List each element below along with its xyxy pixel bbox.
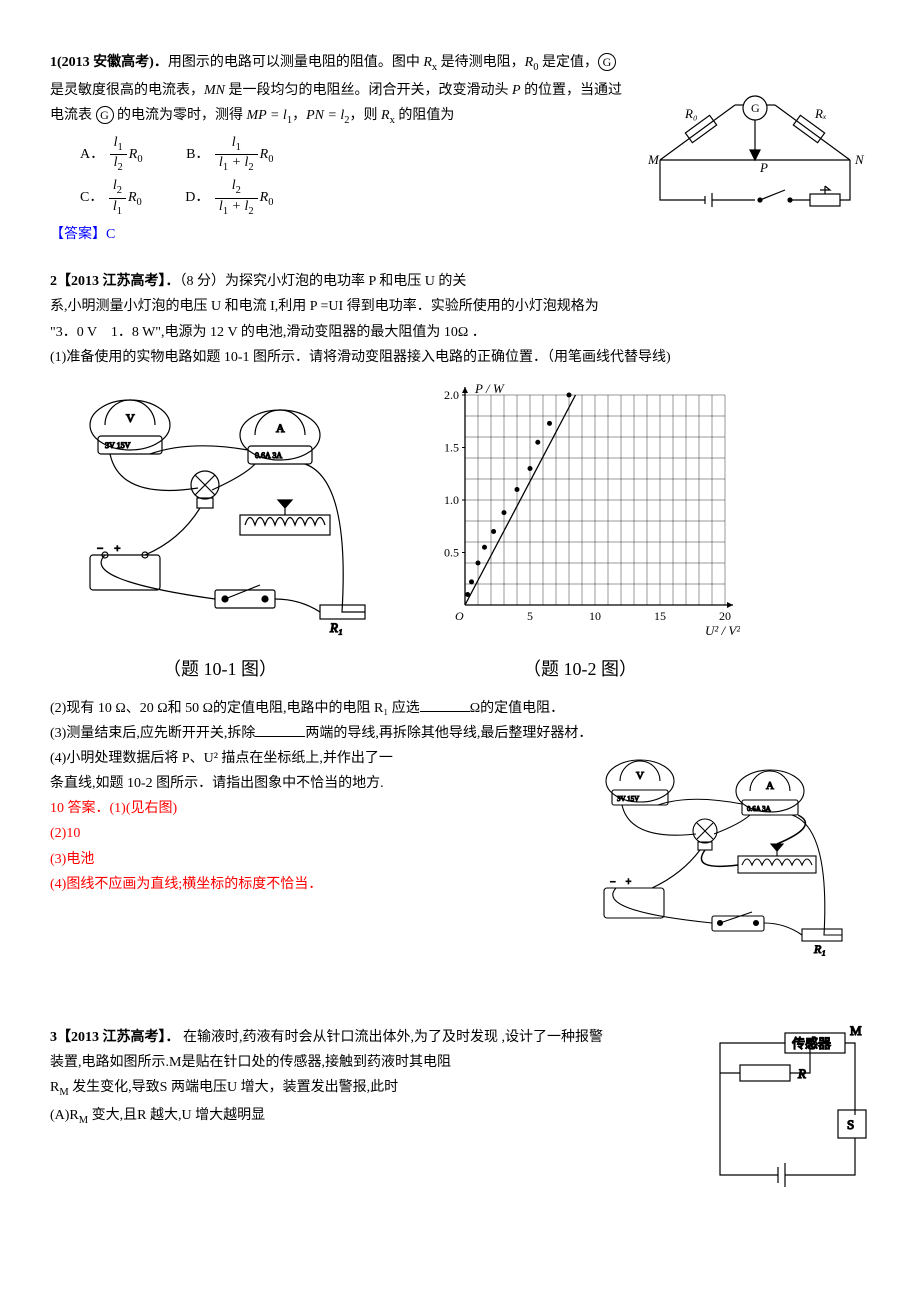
svg-text:1.5: 1.5 [444, 440, 459, 454]
svg-text:传感器: 传感器 [792, 1036, 831, 1051]
svg-text:R₁: R₁ [329, 620, 342, 635]
svg-text:3V 15V: 3V 15V [105, 441, 131, 450]
q1-header: 1(2013 安徽高考)． [50, 55, 168, 70]
q3-header: 3【2013 江苏高考】． [50, 1030, 180, 1045]
label-m: M [647, 152, 660, 167]
q2-chart: O 5 10 15 20 0.5 1.0 1.5 2.0 P / W U² / V² （题 10-2… [420, 380, 740, 686]
option-b: B． l1l1 + l2R0 [186, 135, 273, 175]
label-r0: R₀ [684, 106, 697, 121]
svg-text:1.0: 1.0 [444, 493, 459, 507]
fig1-label: （题 10-1 图） [50, 653, 390, 685]
txt: 用图示的电路可以测量电阻的阻值。图中 [168, 55, 424, 70]
svg-text:0.5: 0.5 [444, 545, 459, 559]
txt: 的阻值为 [395, 108, 455, 123]
txt: ，则 [350, 108, 382, 123]
txt: 是定值， [538, 55, 598, 70]
svg-text:V: V [636, 770, 644, 782]
label-g: G [751, 101, 760, 115]
label-rx: Rₓ [814, 106, 827, 121]
fig2-label: （题 10-2 图） [420, 653, 740, 685]
svg-text:0.6A 3A: 0.6A 3A [255, 451, 282, 460]
label-n: N [854, 152, 865, 167]
svg-text:− +: − + [97, 543, 120, 555]
option-d: D． l2l1 + l2R0 [185, 178, 273, 218]
svg-text:3V 15V: 3V 15V [617, 795, 639, 803]
svg-text:0.6A 3A: 0.6A 3A [747, 805, 771, 813]
label-p: P [759, 160, 768, 175]
q2-part1: (1)准备使用的实物电路如题 10-1 图所示．请将滑动变阻器接入电路的正确位置… [50, 345, 870, 370]
txt: 是一段均匀的电阻丝。闭合开关，改变滑动头 [225, 83, 512, 98]
svg-text:20: 20 [719, 609, 731, 623]
circled-g-icon: G [598, 53, 616, 71]
txt: 的电流为零时，测得 [114, 108, 247, 123]
svg-text:O: O [455, 609, 464, 623]
q2-line2: 系,小明测量小灯泡的电压 U 和电流 I,利用 P =UI 得到电功率．实验所使… [50, 294, 870, 319]
svg-text:10: 10 [589, 609, 601, 623]
q2-circuit-figure: V 3V 15V A 0.6A 3A [50, 380, 390, 686]
blank-remove [255, 722, 305, 737]
question-3: 传感器 M R S 3【2013 江 [50, 1025, 870, 1204]
option-c: C． l2l1R0 [80, 178, 142, 218]
circled-g-icon: G [96, 106, 114, 124]
txt: 是灵敏度很高的电流表， [50, 83, 204, 98]
txt: 是待测电阻， [437, 55, 525, 70]
q2-line3: "3．0 V 1．8 W",电源为 12 V 的电池,滑动变阻器的最大阻值为 1… [50, 320, 870, 345]
svg-text:R₁: R₁ [813, 942, 826, 956]
svg-text:V: V [126, 411, 135, 425]
question-1: R₀ Rₓ G M N P 1(2013 安徽高考)．用图示的电路可以测量电阻的… [50, 50, 870, 269]
q1-circuit-diagram: R₀ Rₓ G M N P [640, 90, 870, 269]
q2-line1: 2【2013 江苏高考】．（8 分）为探究小灯泡的电功率 P 和电压 U 的关 [50, 269, 870, 294]
svg-text:S: S [847, 1117, 854, 1132]
q2-answer-circuit: V 3V 15V A 0.6A 3A − + [570, 746, 870, 965]
svg-text:15: 15 [654, 609, 666, 623]
svg-text:A: A [276, 421, 285, 435]
q2-header: 2【2013 江苏高考】． [50, 274, 180, 289]
question-2: 2【2013 江苏高考】．（8 分）为探究小灯泡的电功率 P 和电压 U 的关 … [50, 269, 870, 965]
svg-text:2.0: 2.0 [444, 388, 459, 402]
option-a: A． l1l2R0 [80, 135, 143, 175]
q2-part3: (3)测量结束后,应先断开开关,拆除两端的导线,再拆除其他导线,最后整理好器材． [50, 721, 870, 746]
svg-text:M: M [850, 1025, 862, 1038]
svg-text:P / W: P / W [474, 381, 505, 396]
q3-circuit: 传感器 M R S [690, 1025, 870, 1204]
q2-part2: (2)现有 10 Ω、20 Ω和 50 Ω的定值电阻,电路中的电阻 R₁ 应选Ω… [50, 696, 870, 721]
svg-text:5: 5 [527, 609, 533, 623]
svg-text:A: A [766, 780, 774, 792]
svg-text:− +: − + [610, 877, 632, 888]
svg-text:U² / V²: U² / V² [705, 623, 740, 638]
blank-r1 [420, 697, 470, 712]
